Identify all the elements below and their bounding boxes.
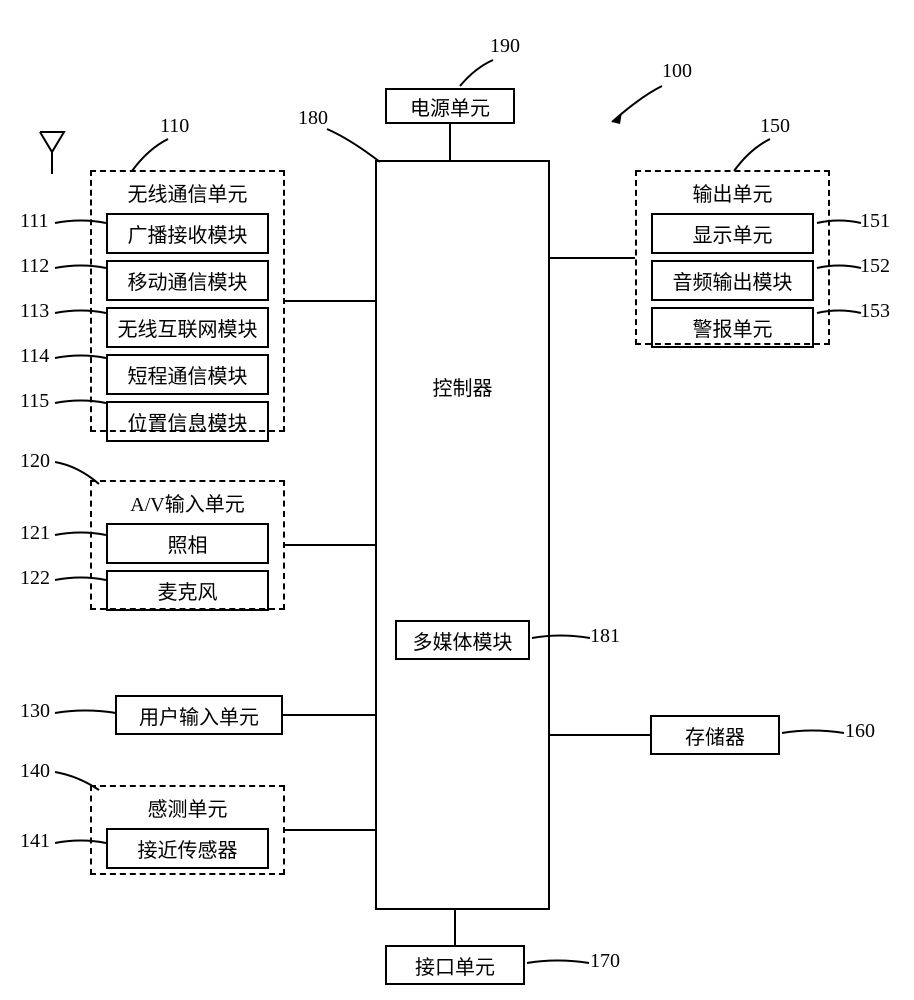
- conn-interface-controller: [454, 910, 456, 945]
- interface-label: 接口单元: [415, 951, 495, 980]
- conn-memory-controller: [550, 734, 650, 736]
- leader-120: [53, 458, 103, 486]
- leader-152: [815, 261, 863, 275]
- leader-130: [53, 706, 118, 720]
- output-unit-title: 输出单元: [637, 172, 828, 207]
- leader-112: [53, 261, 108, 275]
- ref-152: 152: [860, 255, 890, 278]
- conn-userinput-controller: [283, 714, 375, 716]
- leader-181: [530, 631, 592, 645]
- ref-151: 151: [860, 210, 890, 233]
- leader-140: [53, 768, 103, 792]
- leader-115: [53, 396, 108, 410]
- leader-153: [815, 306, 863, 320]
- ref-110: 110: [160, 115, 189, 138]
- wireless-unit-title: 无线通信单元: [92, 172, 283, 207]
- sensing-unit-title: 感测单元: [92, 787, 283, 822]
- ref-160: 160: [845, 720, 875, 743]
- leader-122: [53, 573, 108, 587]
- av-unit-title: A/V输入单元: [92, 482, 283, 517]
- wireless-unit-box: 无线通信单元 广播接收模块 移动通信模块 无线互联网模块 短程通信模块 位置信息…: [90, 170, 285, 432]
- multimedia-box: 多媒体模块: [395, 620, 530, 660]
- output-unit-box: 输出单元 显示单元 音频输出模块 警报单元: [635, 170, 830, 345]
- av-item-1: 麦克风: [106, 570, 269, 611]
- ref-153: 153: [860, 300, 890, 323]
- leader-180: [325, 127, 385, 167]
- ref-140: 140: [20, 760, 50, 783]
- leader-114: [53, 351, 108, 365]
- antenna-icon: [38, 130, 68, 175]
- leader-110: [128, 137, 173, 175]
- conn-power-controller: [449, 124, 451, 160]
- leader-160: [780, 726, 846, 740]
- conn-output-controller: [550, 257, 635, 259]
- wireless-item-4: 位置信息模块: [106, 401, 269, 442]
- av-item-0: 照相: [106, 523, 269, 564]
- leader-190: [455, 58, 505, 90]
- user-input-label: 用户输入单元: [139, 701, 259, 730]
- ref-190: 190: [490, 35, 520, 58]
- ref-181: 181: [590, 625, 620, 648]
- wireless-item-2: 无线互联网模块: [106, 307, 269, 348]
- conn-av-controller: [285, 544, 375, 546]
- ref-170: 170: [590, 950, 620, 973]
- ref-130: 130: [20, 700, 50, 723]
- controller-box: 控制器: [375, 160, 550, 910]
- leader-111: [53, 216, 108, 230]
- ref-122: 122: [20, 567, 50, 590]
- output-item-2: 警报单元: [651, 307, 814, 348]
- ref-112: 112: [20, 255, 49, 278]
- power-unit-box: 电源单元: [385, 88, 515, 124]
- interface-box: 接口单元: [385, 945, 525, 985]
- leader-113: [53, 306, 108, 320]
- user-input-box: 用户输入单元: [115, 695, 283, 735]
- ref-150: 150: [760, 115, 790, 138]
- sensing-item-0: 接近传感器: [106, 828, 269, 869]
- ref-121: 121: [20, 522, 50, 545]
- power-unit-label: 电源单元: [410, 92, 490, 121]
- multimedia-label: 多媒体模块: [413, 626, 513, 655]
- ref-113: 113: [20, 300, 49, 323]
- sensing-unit-box: 感测单元 接近传感器: [90, 785, 285, 875]
- ref-120: 120: [20, 450, 50, 473]
- ref-115: 115: [20, 390, 49, 413]
- wireless-item-0: 广播接收模块: [106, 213, 269, 254]
- controller-label: 控制器: [433, 372, 493, 401]
- memory-box: 存储器: [650, 715, 780, 755]
- wireless-item-1: 移动通信模块: [106, 260, 269, 301]
- output-item-0: 显示单元: [651, 213, 814, 254]
- leader-170: [525, 956, 591, 970]
- ref-111: 111: [20, 210, 49, 233]
- conn-wireless-controller: [285, 300, 375, 302]
- output-item-1: 音频输出模块: [651, 260, 814, 301]
- ref-141: 141: [20, 830, 50, 853]
- leader-141: [53, 836, 108, 850]
- memory-label: 存储器: [685, 721, 745, 750]
- ref-180: 180: [298, 107, 328, 130]
- leader-151: [815, 216, 863, 230]
- leader-150: [730, 137, 775, 175]
- wireless-item-3: 短程通信模块: [106, 354, 269, 395]
- arrow-100: [600, 82, 670, 132]
- conn-sensing-controller: [285, 829, 375, 831]
- diagram-canvas: 电源单元 控制器 多媒体模块 无线通信单元 广播接收模块 移动通信模块 无线互联…: [0, 0, 914, 1000]
- ref-114: 114: [20, 345, 49, 368]
- ref-100: 100: [662, 60, 692, 83]
- av-unit-box: A/V输入单元 照相 麦克风: [90, 480, 285, 610]
- leader-121: [53, 528, 108, 542]
